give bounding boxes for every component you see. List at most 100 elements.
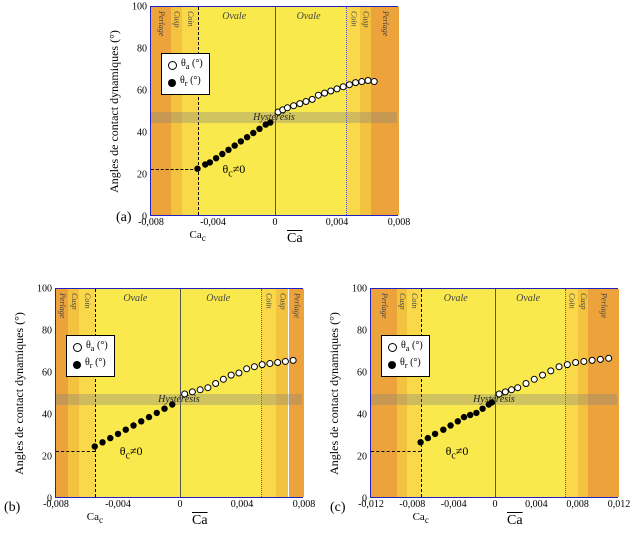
point-theta-a bbox=[340, 84, 346, 90]
point-theta-a bbox=[531, 376, 537, 382]
point-theta-r bbox=[207, 159, 213, 165]
ca-c-label: Cac bbox=[413, 511, 429, 525]
y-axis-label: Angles de contact dynamiques (°) bbox=[12, 312, 27, 475]
point-theta-a bbox=[365, 78, 371, 84]
ytick: 20 bbox=[357, 452, 371, 463]
point-theta-r bbox=[146, 414, 152, 420]
legend-marker-closed-icon bbox=[73, 361, 81, 369]
panel-label-b: (b) bbox=[4, 500, 20, 516]
data-points bbox=[56, 289, 302, 497]
ytick: 80 bbox=[42, 326, 56, 337]
point-theta-r bbox=[154, 410, 160, 416]
point-theta-r bbox=[425, 435, 431, 441]
xtick: -0,004 bbox=[105, 497, 131, 510]
xtick: -0,004 bbox=[200, 215, 226, 228]
point-theta-a bbox=[297, 101, 303, 107]
x-axis-ca: Ca bbox=[507, 513, 523, 528]
y-axis-label: Angles de contact dynamiques (°) bbox=[107, 30, 122, 193]
legend-theta-a-deg: (°) bbox=[95, 340, 108, 351]
point-theta-a bbox=[597, 356, 603, 362]
point-theta-a bbox=[540, 372, 546, 378]
legend-marker-open-icon bbox=[388, 343, 397, 352]
panel-b: PerlageCuspCoinOvaleOvaleCoinCuspPerlage… bbox=[55, 288, 303, 498]
legend-row-theta-r: θr (°) bbox=[168, 74, 203, 91]
point-theta-r bbox=[107, 435, 113, 441]
point-theta-a bbox=[548, 368, 554, 374]
point-theta-r bbox=[473, 410, 479, 416]
point-theta-a bbox=[606, 355, 612, 361]
x-axis-label: Ca bbox=[287, 231, 303, 247]
point-theta-a bbox=[328, 88, 334, 94]
point-theta-r bbox=[479, 406, 485, 412]
xtick: -0,008 bbox=[138, 215, 164, 228]
point-theta-r bbox=[138, 418, 144, 424]
ca-c-ca: Ca bbox=[87, 511, 99, 523]
point-theta-r bbox=[161, 406, 167, 412]
point-theta-r bbox=[467, 412, 473, 418]
ytick: 20 bbox=[137, 170, 151, 181]
point-theta-a bbox=[303, 99, 309, 105]
point-theta-r bbox=[417, 439, 423, 445]
xtick: 0,008 bbox=[388, 215, 411, 228]
point-theta-r bbox=[256, 126, 262, 132]
ca-c-sub: c bbox=[425, 515, 429, 525]
ytick: 80 bbox=[137, 44, 151, 55]
ytick: 80 bbox=[357, 326, 371, 337]
legend-theta-a-deg: (°) bbox=[410, 340, 423, 351]
legend-marker-open-icon bbox=[168, 61, 177, 70]
point-theta-a bbox=[189, 389, 195, 395]
x-axis-ca: Ca bbox=[192, 513, 208, 528]
point-theta-a bbox=[291, 103, 297, 109]
point-theta-a bbox=[205, 385, 211, 391]
point-theta-a bbox=[267, 361, 273, 367]
legend-marker-closed-icon bbox=[168, 79, 176, 87]
y-axis-label: Angles de contact dynamiques (°) bbox=[327, 312, 342, 475]
legend-row-theta-a: θa (°) bbox=[73, 339, 108, 356]
xtick: -0,008 bbox=[43, 497, 69, 510]
x-axis-ca: Ca bbox=[287, 231, 303, 246]
point-theta-a bbox=[573, 360, 579, 366]
point-theta-r bbox=[219, 151, 225, 157]
point-theta-a bbox=[502, 389, 508, 395]
point-theta-r bbox=[92, 443, 98, 449]
ytick: 20 bbox=[42, 452, 56, 463]
point-theta-r bbox=[123, 427, 129, 433]
point-theta-a bbox=[197, 387, 203, 393]
point-theta-a bbox=[589, 357, 595, 363]
panel-c: PerlageCuspCoinOvaleOvaleCoinCuspPerlage… bbox=[370, 288, 618, 498]
ytick: 40 bbox=[137, 128, 151, 139]
point-theta-r bbox=[489, 399, 495, 405]
ytick: 60 bbox=[357, 368, 371, 379]
point-theta-r bbox=[461, 414, 467, 420]
point-theta-a bbox=[259, 362, 265, 368]
point-theta-a bbox=[213, 381, 219, 387]
ca-c-label: Cac bbox=[87, 511, 103, 525]
point-theta-r bbox=[99, 439, 105, 445]
ytick: 60 bbox=[42, 368, 56, 379]
point-theta-a bbox=[309, 96, 315, 102]
point-theta-r bbox=[115, 431, 121, 437]
point-theta-a bbox=[282, 358, 288, 364]
point-theta-a bbox=[346, 82, 352, 88]
ytick: 40 bbox=[357, 410, 371, 421]
point-theta-r bbox=[250, 130, 256, 136]
point-theta-r bbox=[244, 134, 250, 140]
point-theta-a bbox=[359, 79, 365, 85]
point-theta-r bbox=[432, 431, 438, 437]
legend: θa (°)θr (°) bbox=[161, 53, 210, 95]
xtick: 0,004 bbox=[326, 215, 349, 228]
point-theta-a bbox=[509, 387, 515, 393]
xtick: 0 bbox=[273, 215, 278, 228]
xtick: 0 bbox=[178, 497, 183, 510]
xtick: 0,004 bbox=[231, 497, 254, 510]
point-theta-r bbox=[232, 142, 238, 148]
data-points bbox=[151, 7, 397, 215]
ca-c-ca: Ca bbox=[190, 229, 202, 241]
ytick: 100 bbox=[132, 2, 151, 13]
point-theta-r bbox=[455, 418, 461, 424]
panel-a: PerlageCuspCoinOvaleOvaleCoinCuspPerlage… bbox=[150, 6, 398, 216]
xtick: -0,012 bbox=[358, 497, 384, 510]
point-theta-a bbox=[284, 105, 290, 111]
point-theta-r bbox=[194, 166, 200, 172]
plot-frame: PerlageCuspCoinOvaleOvaleCoinCuspPerlage… bbox=[150, 6, 398, 216]
